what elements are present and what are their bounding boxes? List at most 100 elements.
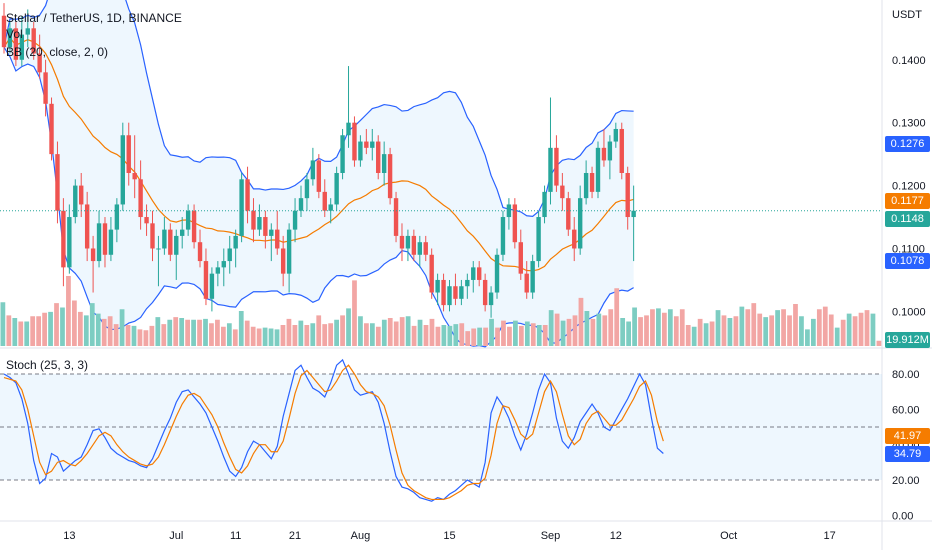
volume-bar: [662, 312, 667, 346]
volume-bar: [36, 316, 42, 346]
volume-bar: [250, 326, 256, 346]
volume-bar: [209, 323, 214, 346]
candle-body: [286, 229, 292, 274]
volume-bar: [286, 318, 292, 346]
volume-bar: [816, 309, 822, 346]
candle-body: [257, 217, 262, 230]
volume-bar: [489, 318, 494, 346]
candle-body: [132, 173, 137, 180]
volume-bar: [292, 325, 298, 346]
bb-basis-tag: 0.1177: [885, 193, 930, 209]
volume-bar: [30, 316, 36, 346]
candle-body: [310, 160, 316, 180]
candle-body: [536, 217, 541, 262]
volume-bar: [191, 319, 196, 346]
time-axis-label: Aug: [351, 530, 371, 542]
volume-bar: [799, 316, 804, 346]
last-price-tag: 0.1148: [885, 211, 930, 227]
volume-bar: [340, 315, 345, 346]
candle-body: [542, 191, 547, 218]
candle-body: [49, 103, 54, 155]
volume-bar: [852, 316, 858, 346]
bollinger-legend[interactable]: BB (20, close, 2, 0): [6, 45, 109, 59]
volume-bar: [757, 313, 763, 346]
candle-body: [548, 147, 553, 192]
volume-legend[interactable]: Vol: [6, 27, 23, 41]
candle-body: [370, 141, 375, 148]
price-tick-label: 0.1300: [892, 118, 926, 130]
volume-bar: [161, 324, 167, 346]
volume-tag: 19.912M: [885, 332, 930, 348]
volume-bar: [769, 315, 775, 346]
volume-bar: [781, 309, 786, 346]
volume-bar: [316, 315, 322, 346]
volume-bar: [596, 313, 602, 346]
candle-body: [364, 141, 369, 148]
candle-body: [263, 217, 268, 236]
candle-body: [340, 135, 345, 173]
candle-body: [417, 242, 422, 255]
volume-bar: [453, 324, 459, 346]
volume-bar: [703, 323, 709, 346]
stoch-tick-label: 0.00: [892, 510, 913, 522]
candle-body: [180, 229, 185, 236]
volume-bar: [60, 307, 65, 346]
volume-bar: [215, 319, 220, 346]
volume-bar: [459, 323, 465, 346]
candle-body: [381, 154, 387, 173]
volume-bar: [727, 318, 733, 346]
candle-body: [37, 53, 42, 73]
candle-body: [185, 210, 191, 230]
candle-body: [275, 229, 280, 249]
volume-bar: [77, 311, 83, 346]
candle-body: [506, 204, 512, 218]
volume-bar: [167, 319, 173, 346]
candle-body: [429, 254, 434, 293]
volume-bar: [733, 316, 739, 346]
volume-bar: [477, 327, 483, 346]
volume-bar: [232, 329, 238, 346]
volume-bar: [614, 288, 620, 346]
candle-body: [25, 28, 30, 35]
volume-bar: [268, 328, 274, 346]
time-axis-label: 21: [289, 530, 301, 542]
stoch-legend[interactable]: Stoch (25, 3, 3): [6, 358, 89, 372]
candle-body: [84, 204, 90, 249]
candle-body: [376, 141, 381, 173]
volume-bar: [131, 325, 137, 346]
volume-bar: [244, 320, 250, 346]
time-axis-label: 11: [230, 530, 241, 542]
volume-bar: [608, 309, 614, 346]
volume-bar: [42, 312, 47, 346]
candle-body: [352, 122, 357, 161]
volume-bar: [626, 321, 632, 346]
volume-bar: [18, 321, 24, 346]
candle-body: [453, 286, 458, 299]
volume-bar: [393, 321, 399, 346]
candle-body: [227, 248, 232, 262]
volume-bar: [721, 315, 727, 346]
candle-body: [221, 261, 226, 268]
volume-bar: [685, 325, 691, 346]
candle-body: [209, 273, 215, 299]
stoch-tick-label: 60.00: [892, 404, 920, 416]
candle-body: [61, 210, 66, 268]
candle-body: [203, 261, 209, 299]
candle-body: [120, 135, 125, 205]
stoch-k-line: [3, 358, 664, 502]
candle-body: [43, 72, 48, 104]
volume-bar: [507, 326, 512, 346]
volume-bar: [805, 329, 810, 346]
volume-bar: [89, 303, 95, 346]
candle-body: [13, 28, 19, 60]
candle-body: [197, 242, 203, 262]
candle-body: [625, 173, 630, 218]
volume-bar: [542, 325, 548, 346]
candle-body: [108, 229, 114, 255]
candle-body: [316, 160, 322, 192]
time-axis-label: 17: [824, 530, 836, 542]
volume-bar: [256, 328, 262, 346]
bb-lower-tag: 0.1078: [885, 253, 930, 269]
volume-bar: [465, 331, 471, 346]
